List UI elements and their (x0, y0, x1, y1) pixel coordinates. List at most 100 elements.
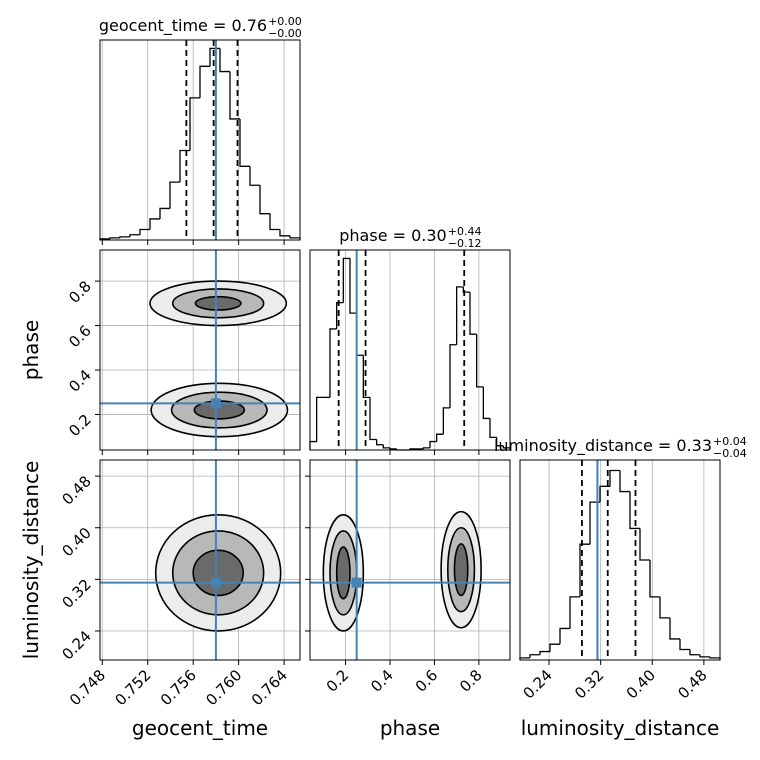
histogram-step (469, 292, 477, 335)
histogram-step (619, 470, 630, 493)
histogram-step (629, 491, 640, 530)
x-tick-label: 0.6 (412, 666, 442, 696)
y-tick-label: 0.40 (58, 524, 94, 560)
histogram-step (289, 235, 301, 240)
title-lower: −0.04 (713, 447, 747, 460)
histogram-step (639, 528, 650, 561)
histogram-step (316, 396, 324, 442)
contour (453, 543, 469, 597)
truth-marker (210, 398, 221, 409)
title-upper: +0.04 (713, 435, 747, 448)
histogram-step (239, 118, 250, 167)
histogram-step (259, 185, 270, 215)
y-tick-label: 0.48 (58, 472, 94, 508)
histogram-step (119, 236, 130, 238)
y-tick-label: 0.6 (65, 322, 95, 352)
histogram-step (699, 654, 710, 658)
histogram-step (362, 355, 370, 399)
density-group (149, 280, 289, 438)
histogram-step (422, 447, 430, 449)
panel-frame (99, 459, 301, 661)
panel-frame (519, 459, 721, 661)
density-group (154, 514, 282, 632)
panel-frame (99, 39, 301, 241)
histogram-step (669, 617, 680, 640)
y-axis-label: phase (19, 320, 43, 380)
density-group (322, 510, 482, 632)
panel-frame (99, 249, 301, 451)
histogram-step (589, 501, 600, 545)
histogram-step (436, 433, 444, 442)
y-tick-label: 0.4 (65, 366, 95, 396)
truth-marker (210, 577, 221, 588)
x-tick-label: 0.760 (202, 666, 245, 709)
histogram-step (342, 257, 350, 303)
histogram-step (139, 228, 150, 235)
y-tick-label: 0.8 (65, 277, 95, 307)
panel-title: luminosity_distance = 0.33 (494, 436, 712, 456)
histogram-step (649, 560, 660, 598)
title-lower: −0.12 (448, 237, 482, 250)
histogram-step (149, 218, 160, 230)
histogram-step (496, 437, 504, 447)
x-tick-label: 0.764 (248, 666, 291, 709)
histogram-step (569, 596, 580, 629)
x-tick-label: 0.2 (323, 666, 353, 696)
x-tick-label: 0.748 (66, 666, 109, 709)
x-axis-label: phase (380, 716, 440, 740)
x-tick-label: 0.48 (674, 666, 710, 702)
histogram-step (376, 439, 384, 446)
title-lower: −0.00 (268, 27, 302, 40)
histogram-step (109, 237, 120, 239)
y-tick-label: 0.2 (65, 411, 95, 441)
histogram-step (429, 440, 437, 448)
histogram-step (539, 650, 550, 655)
panel-frame (309, 249, 511, 451)
x-tick-label: 0.32 (571, 666, 607, 702)
histogram-step (476, 334, 484, 388)
title-upper: +0.00 (268, 15, 302, 28)
panel-title: geocent_time = 0.76 (99, 16, 267, 36)
x-tick-label: 0.40 (623, 666, 659, 702)
histogram-step (609, 469, 620, 487)
histogram-step (449, 344, 457, 408)
histogram-step (489, 418, 497, 439)
truth-marker (351, 577, 362, 588)
histogram-step (659, 596, 670, 619)
histogram-step (179, 149, 190, 183)
x-tick-label: 0.24 (520, 666, 556, 702)
panel-title: phase = 0.30 (339, 226, 446, 245)
histogram-step (279, 229, 290, 237)
histogram-step (336, 301, 344, 329)
y-tick-label: 0.24 (58, 627, 94, 663)
histogram-step (169, 181, 180, 209)
histogram-step (249, 166, 260, 186)
histogram-step (679, 638, 690, 651)
histogram-step (369, 397, 377, 441)
x-tick-label: 0.752 (111, 666, 154, 709)
histogram-step (349, 258, 357, 314)
histogram-step (599, 485, 610, 503)
x-axis-label: geocent_time (132, 716, 268, 740)
histogram-step (529, 654, 540, 658)
histogram-step (159, 207, 170, 219)
histogram-step (269, 213, 280, 231)
histogram-step (382, 444, 390, 449)
histogram-step (329, 328, 337, 398)
histogram-step (219, 48, 230, 73)
histogram-step (482, 386, 490, 420)
x-tick-label: 0.8 (456, 666, 486, 696)
histogram-step (549, 643, 560, 652)
histogram-step (129, 234, 140, 237)
contour (335, 546, 351, 600)
histogram-step (456, 286, 464, 345)
histogram-step (559, 627, 570, 645)
title-upper: +0.44 (448, 225, 482, 238)
histogram-step (309, 440, 317, 450)
histogram-step (229, 71, 240, 120)
contour (194, 295, 242, 311)
histogram-step (389, 447, 397, 450)
x-tick-label: 0.756 (157, 666, 200, 709)
histogram-step (442, 407, 450, 435)
